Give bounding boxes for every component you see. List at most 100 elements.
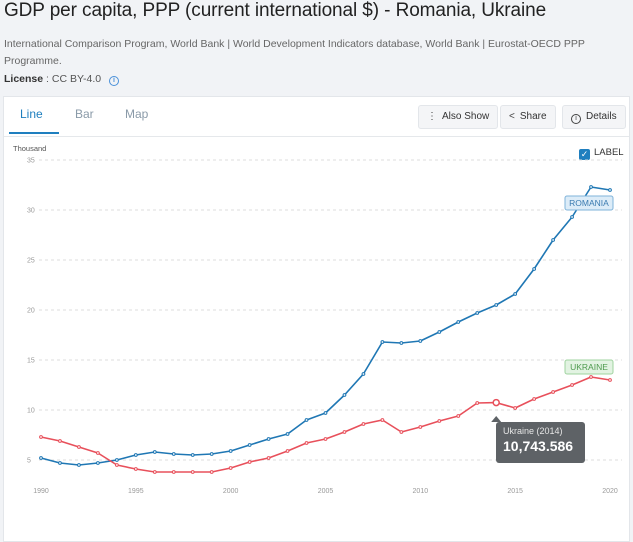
data-point-romania bbox=[96, 461, 100, 465]
data-point-ukraine bbox=[39, 435, 43, 439]
series-label-ukraine: UKRAINE bbox=[570, 362, 608, 372]
data-point-ukraine bbox=[171, 470, 176, 474]
tab-line[interactable]: Line bbox=[20, 107, 43, 121]
data-point-romania bbox=[228, 449, 233, 453]
data-point-ukraine bbox=[418, 425, 423, 429]
data-point-ukraine bbox=[475, 401, 480, 405]
checkbox-checked-icon[interactable]: ✓ bbox=[579, 149, 590, 160]
data-point-romania bbox=[532, 267, 537, 271]
data-point-romania bbox=[152, 450, 157, 454]
y-tick-label: 15 bbox=[27, 358, 35, 365]
data-point-romania bbox=[323, 411, 328, 415]
y-tick-label: 20 bbox=[27, 308, 35, 315]
tooltip-title: Ukraine (2014) bbox=[503, 426, 563, 436]
tab-bar[interactable]: Bar bbox=[75, 107, 94, 121]
data-point-romania bbox=[266, 437, 271, 441]
share-icon: < bbox=[509, 111, 515, 122]
data-point-ukraine bbox=[570, 383, 574, 387]
data-point-romania bbox=[380, 340, 385, 344]
data-point-ukraine bbox=[361, 422, 366, 426]
chart-card: Line Bar Map ⋮ Also Show < Share i Details … bbox=[3, 96, 630, 542]
tab-divider bbox=[4, 136, 629, 137]
data-point-romania bbox=[361, 372, 366, 376]
source-text: International Comparison Program, World … bbox=[4, 38, 585, 67]
data-point-romania bbox=[209, 452, 214, 456]
tooltip: Ukraine (2014) 10,743.586 bbox=[496, 422, 585, 463]
page-title: GDP per capita, PPP (current internation… bbox=[4, 0, 547, 21]
data-point-romania bbox=[399, 341, 404, 345]
tab-map[interactable]: Map bbox=[125, 107, 149, 121]
x-tick-label: 1995 bbox=[128, 488, 144, 495]
license-value: : CC BY-4.0 bbox=[46, 73, 102, 85]
x-tick-label: 2005 bbox=[318, 488, 334, 495]
data-point-ukraine bbox=[285, 449, 290, 453]
data-point-ukraine bbox=[513, 406, 518, 410]
y-tick-label: 30 bbox=[27, 208, 35, 215]
x-tick-label: 2010 bbox=[413, 488, 429, 495]
data-point-romania bbox=[133, 453, 138, 457]
data-point-ukraine bbox=[96, 451, 100, 455]
x-tick-label: 1990 bbox=[33, 488, 49, 495]
data-point-romania bbox=[475, 311, 480, 315]
data-point-ukraine bbox=[190, 470, 195, 474]
license-label: License bbox=[4, 73, 44, 85]
data-point-romania bbox=[285, 432, 290, 436]
info-icon: i bbox=[571, 114, 581, 124]
data-point-romania bbox=[551, 238, 555, 242]
y-unit-label: Thousand bbox=[13, 144, 46, 153]
more-vertical-icon: ⋮ bbox=[427, 111, 437, 122]
data-point-ukraine bbox=[323, 437, 328, 441]
y-tick-label: 5 bbox=[27, 458, 31, 465]
y-tick-label: 10 bbox=[27, 408, 35, 415]
data-point-romania bbox=[608, 188, 612, 192]
series-label-box bbox=[564, 359, 614, 375]
data-point-romania bbox=[171, 452, 176, 456]
also-show-label: Also Show bbox=[442, 111, 490, 122]
data-point-romania bbox=[342, 393, 347, 397]
share-button[interactable]: < Share bbox=[500, 105, 556, 129]
data-point-ukraine bbox=[399, 430, 404, 434]
data-point-ukraine bbox=[532, 397, 537, 401]
data-point-romania bbox=[589, 185, 593, 189]
label-toggle-text: LABEL bbox=[594, 147, 624, 158]
details-label: Details bbox=[586, 111, 617, 122]
data-point-ukraine bbox=[266, 456, 271, 460]
data-point-romania bbox=[39, 456, 43, 460]
active-tab-indicator bbox=[9, 132, 59, 134]
data-point-romania bbox=[494, 303, 499, 307]
data-point-ukraine bbox=[380, 418, 385, 422]
also-show-button[interactable]: ⋮ Also Show bbox=[418, 105, 499, 129]
data-point-romania bbox=[304, 418, 309, 422]
data-point-romania bbox=[437, 330, 442, 334]
y-tick-label: 35 bbox=[27, 158, 35, 165]
info-icon[interactable]: i bbox=[109, 76, 120, 86]
data-point-romania bbox=[190, 453, 195, 457]
series-label-romania: ROMANIA bbox=[569, 198, 609, 208]
label-toggle[interactable]: ✓ LABEL bbox=[579, 147, 624, 160]
data-point-ukraine bbox=[152, 470, 157, 474]
data-point-ukraine bbox=[589, 375, 593, 379]
x-tick-label: 2000 bbox=[223, 488, 239, 495]
data-point-ukraine bbox=[58, 439, 62, 443]
data-point-ukraine bbox=[133, 467, 138, 471]
x-tick-label: 2015 bbox=[507, 488, 523, 495]
data-point-ukraine bbox=[304, 441, 309, 445]
data-point-ukraine bbox=[77, 445, 81, 449]
data-point-romania bbox=[77, 463, 81, 467]
x-tick-label: 2020 bbox=[602, 488, 618, 495]
data-point-ukraine bbox=[456, 414, 461, 418]
data-point-romania bbox=[570, 215, 574, 219]
details-button[interactable]: i Details bbox=[562, 105, 626, 129]
data-point-ukraine bbox=[209, 470, 214, 474]
data-point-romania bbox=[247, 443, 252, 447]
data-point-ukraine bbox=[608, 378, 612, 382]
data-point-ukraine bbox=[247, 460, 252, 464]
license-line: License : CC BY-4.0 i bbox=[4, 73, 120, 86]
data-point-ukraine bbox=[342, 430, 347, 434]
y-tick-label: 25 bbox=[27, 258, 35, 265]
tooltip-value: 10,743.586 bbox=[503, 438, 574, 454]
data-point-romania bbox=[58, 461, 62, 465]
series-label-box bbox=[564, 195, 614, 211]
data-point-romania bbox=[114, 458, 119, 462]
